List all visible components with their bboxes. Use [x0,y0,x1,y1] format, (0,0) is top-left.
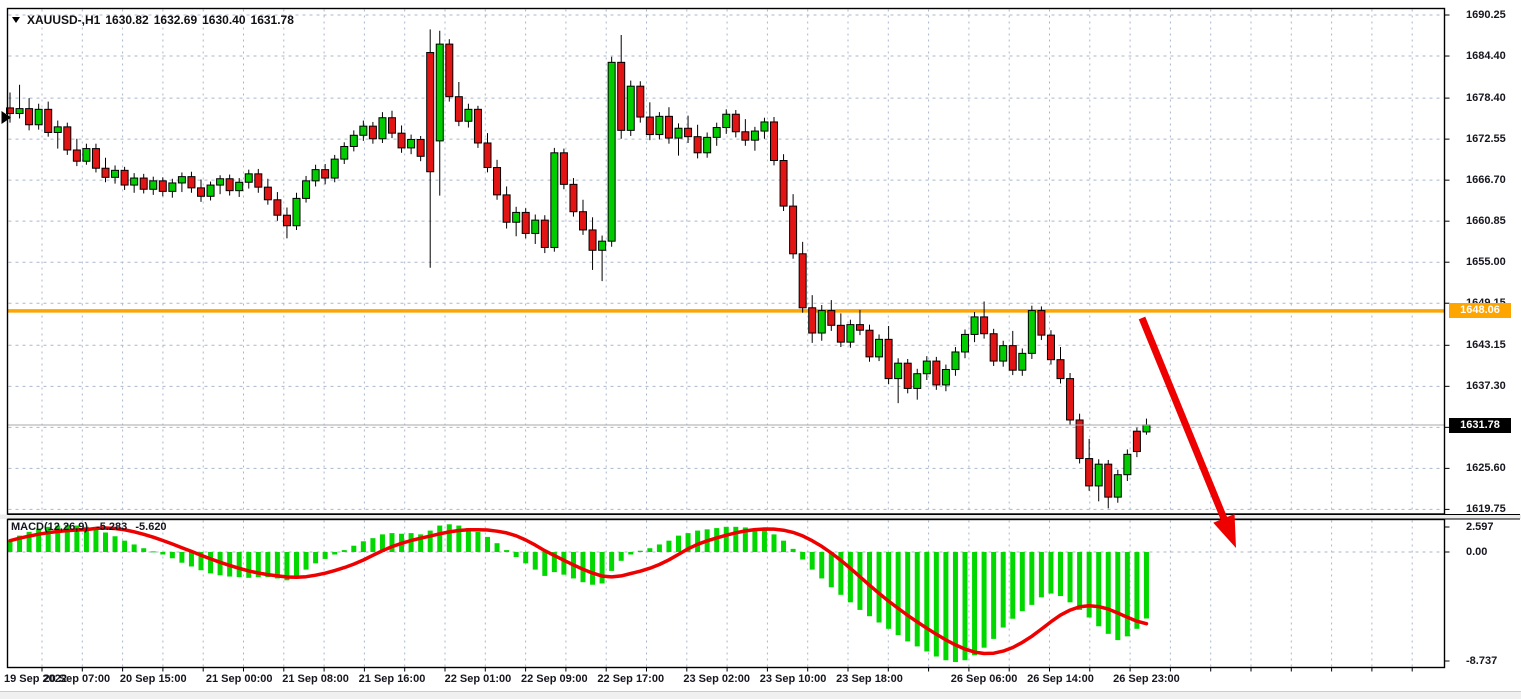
symbol-period-label: XAUUSD-,H1 [27,13,101,27]
price-axis-label: 1672.55 [1466,133,1506,146]
time-axis-label: 21 Sep 16:00 [358,673,426,685]
time-axis-label: 21 Sep 00:00 [205,673,273,685]
macd-axis-label: 2.597 [1466,521,1494,533]
ohlc-title: XAUUSD-,H1 1630.82 1632.69 1630.40 1631.… [12,13,299,27]
price-axis-label: 1678.40 [1466,92,1506,105]
price-axis-label: 1684.40 [1466,50,1506,63]
time-axis-label: 23 Sep 02:00 [683,673,751,685]
left-edge-marker-icon [1,111,11,124]
symbol-dropdown-icon[interactable] [12,17,20,23]
price-axis-label: 1637.30 [1466,380,1506,393]
price-axis-label: 1655.00 [1466,256,1506,269]
macd-value: -5.283 [96,521,128,533]
close-value: 1631.78 [250,13,294,27]
time-axis-label: 26 Sep 06:00 [950,673,1018,685]
macd-pane-border [6,518,1446,669]
price-axis-label: 1643.15 [1466,339,1506,352]
time-axis-label: 22 Sep 09:00 [521,673,588,685]
time-axis-label: 21 Sep 08:00 [282,673,349,685]
low-value: 1630.40 [202,13,246,27]
macd-signal-line [8,526,1149,656]
macd-axis-label: 0.00 [1466,546,1488,558]
trend-arrow[interactable] [1138,316,1236,548]
price-axis-label: 1625.60 [1466,462,1506,475]
macd-name: MACD(12,26,9) [11,521,89,533]
price-axis-label: 1690.25 [1466,9,1506,21]
time-axis-label: 20 Sep 15:00 [119,673,187,685]
high-value: 1632.69 [153,13,198,27]
hline-price-tag: 1648.06 [1449,303,1511,319]
main-pane-border [6,7,1446,515]
macd-axis-label: -8.737 [1466,655,1498,667]
time-axis-label: 23 Sep 10:00 [759,673,827,685]
time-axis-label: 22 Sep 01:00 [444,673,512,685]
candles-layer[interactable] [6,29,1151,509]
price-axis-label: 1660.85 [1466,215,1506,228]
bottom-status-strip [0,691,1521,699]
macd-indicator-label: MACD(12,26,9) -5.283 -5.620 [11,521,172,533]
price-axis-label: 1619.75 [1466,503,1506,516]
macd-signal-value: -5.620 [135,521,167,533]
time-axis-label: 22 Sep 17:00 [597,673,665,685]
time-axis-label: 26 Sep 23:00 [1113,673,1180,685]
open-value: 1630.82 [105,13,149,27]
price-axis-label: 1666.70 [1466,174,1506,187]
time-axis-label: 19 Sep 2022 [4,673,67,685]
time-axis-label: 23 Sep 18:00 [836,673,903,685]
bid-price-tag: 1631.78 [1449,417,1511,433]
time-axis-label: 26 Sep 14:00 [1027,673,1094,685]
time-axis-label: 20 Sep 07:00 [43,673,111,685]
macd-layer [7,524,1149,663]
